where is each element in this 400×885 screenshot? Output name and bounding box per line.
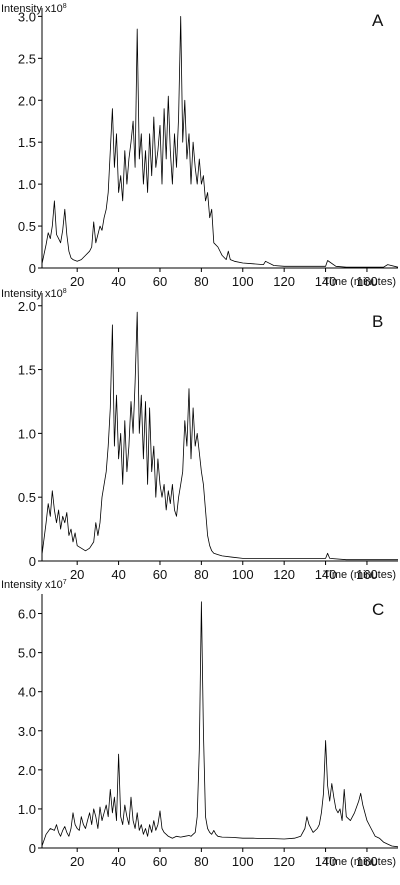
y-axis-label: Intensity x108 — [1, 3, 67, 15]
y-tick-label: 2.0 — [18, 763, 36, 778]
y-tick-label: 3.0 — [18, 724, 36, 739]
x-tick-label: 40 — [111, 274, 125, 289]
x-tick-label: 20 — [70, 567, 84, 582]
y-tick-label: 0 — [29, 261, 36, 276]
y-tick-label: 0.5 — [18, 490, 36, 505]
y-axis-label: Intensity x108 — [1, 288, 67, 300]
x-tick-label: 100 — [232, 567, 254, 582]
x-tick-label: 100 — [232, 274, 254, 289]
chromatogram-trace — [41, 311, 398, 561]
x-tick-label: 20 — [70, 274, 84, 289]
y-tick-label: 2.0 — [18, 93, 36, 108]
y-tick-label: 3.0 — [18, 9, 36, 24]
chart-panel-a: 0 0.5 1.0 1.5 2.0 2.5 3.0 20 40 60 80 100 120 140 160 I… — [1, 3, 399, 289]
y-tick-label: 0.5 — [18, 219, 36, 234]
x-tick-label: 40 — [111, 854, 125, 869]
x-tick-label: 60 — [153, 567, 167, 582]
x-tick-label: 120 — [273, 274, 295, 289]
x-tick-label: 80 — [194, 274, 208, 289]
x-tick-label: 160 — [356, 567, 378, 582]
chromatogram-trace — [41, 15, 399, 268]
y-tick-label: 0 — [29, 841, 36, 856]
x-tick-label: 100 — [232, 854, 254, 869]
y-tick-label: 1.0 — [18, 426, 36, 441]
y-tick-label: 2.0 — [18, 299, 36, 314]
x-tick-label: 80 — [194, 567, 208, 582]
y-tick-label: 1.5 — [18, 363, 36, 378]
panel-label: A — [372, 11, 384, 30]
x-tick-label: 120 — [273, 567, 295, 582]
y-tick-label: 1.0 — [18, 802, 36, 817]
x-axis-label: Time (minutes) — [323, 856, 396, 868]
x-tick-label: 160 — [356, 274, 378, 289]
panel-label: C — [372, 600, 384, 619]
x-tick-label: 60 — [153, 854, 167, 869]
panel-label: B — [372, 312, 383, 331]
x-tick-label: 40 — [111, 567, 125, 582]
x-tick-label: 140 — [315, 854, 337, 869]
y-axis-label: Intensity x107 — [1, 579, 67, 591]
y-tick-label: 6.0 — [18, 607, 36, 622]
x-tick-label: 160 — [356, 854, 378, 869]
x-tick-label: 80 — [194, 854, 208, 869]
y-tick-label: 4.0 — [18, 685, 36, 700]
y-tick-label: 1.0 — [18, 177, 36, 192]
x-tick-label: 140 — [315, 274, 337, 289]
chromatogram-trace — [41, 601, 399, 848]
y-tick-label: 1.5 — [18, 135, 36, 150]
y-tick-label: 5.0 — [18, 646, 36, 661]
x-tick-label: 120 — [273, 854, 295, 869]
x-tick-label: 140 — [315, 567, 337, 582]
x-axis-label: Time (minutes) — [323, 276, 396, 288]
x-tick-label: 60 — [153, 274, 167, 289]
y-tick-label: 0 — [29, 554, 36, 569]
chart-panel-b: 0 0.5 1.0 1.5 2.0 20 40 60 80 100 120 140 160 Intensi… — [1, 288, 398, 582]
x-tick-label: 20 — [70, 854, 84, 869]
chart-panel-c: 0 1.0 2.0 3.0 4.0 5.0 6.0 20 40 60 80 100 120 140 160 I… — [1, 579, 399, 869]
y-tick-label: 2.5 — [18, 51, 36, 66]
x-axis-label: Time (minutes) — [323, 569, 396, 581]
